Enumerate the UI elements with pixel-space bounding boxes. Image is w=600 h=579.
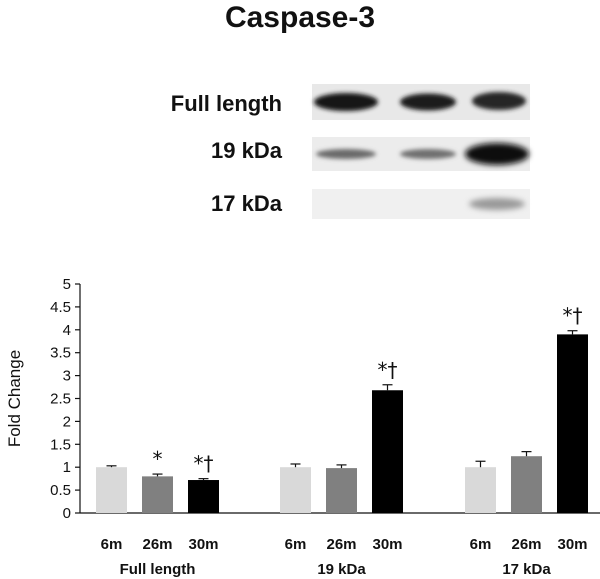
bar-group: 6m 26m *† 30m 17 kDa [465,304,588,578]
bar [188,480,219,513]
figure-title: Caspase-3 [225,1,375,34]
category-label: 30m [557,536,587,553]
y-tick-label: 4 [63,322,71,339]
bar [557,334,588,513]
y-tick-label: 5 [63,276,71,293]
bar [326,468,357,513]
blot-band [316,149,376,159]
significance-marker: * [153,447,163,471]
significance-marker: *† [563,304,583,328]
bar-chart: Fold Change 0 0.5 1 1.5 2 2.5 3 3.5 4 4.5 5 6m * 26m… [5,276,600,578]
bar-group: 6m * 26m *† 30m Full length [96,447,219,578]
significance-marker: *† [378,358,398,382]
y-ticks: 0 0.5 1 1.5 2 2.5 3 3.5 4 4.5 5 [50,276,80,522]
y-axis-label: Fold Change [5,350,24,447]
group-label: 19 kDa [317,561,366,578]
bar [372,390,403,513]
bar [465,467,496,513]
blot-label-full-length: Full length [171,91,282,116]
bar-group: 6m 26m *† 30m 19 kDa [280,358,403,578]
category-label: 30m [188,536,218,553]
blot-label-19kda: 19 kDa [211,138,283,163]
category-label: 26m [511,536,541,553]
blot-label-17kda: 17 kDa [211,191,283,216]
bar [96,467,127,513]
y-tick-label: 3.5 [50,345,71,362]
group-label: Full length [120,561,196,578]
category-label: 6m [285,536,307,553]
bar [511,456,542,513]
bar [280,467,311,513]
blot-strip-17kda [312,189,530,219]
category-label: 6m [101,536,123,553]
significance-marker: *† [194,452,214,476]
y-tick-label: 2 [63,413,71,430]
category-label: 26m [326,536,356,553]
blot-band [465,143,529,165]
blot-strip-full-length [312,84,530,120]
y-tick-label: 1 [63,459,71,476]
blot-band [314,93,378,111]
group-label: 17 kDa [502,561,551,578]
y-tick-label: 0.5 [50,482,71,499]
y-tick-label: 1.5 [50,436,71,453]
y-tick-label: 0 [63,505,71,522]
y-tick-label: 2.5 [50,391,71,408]
category-label: 30m [372,536,402,553]
blot-band [400,149,456,159]
bar [142,476,173,513]
blot-band [472,92,526,110]
y-tick-label: 3 [63,368,71,385]
western-blot: Full length 19 kDa 17 kDa [171,84,530,219]
category-label: 6m [470,536,492,553]
blot-band [400,93,456,111]
blot-band [469,198,525,210]
y-tick-label: 4.5 [50,299,71,316]
blot-strip-19kda [312,137,530,171]
category-label: 26m [142,536,172,553]
